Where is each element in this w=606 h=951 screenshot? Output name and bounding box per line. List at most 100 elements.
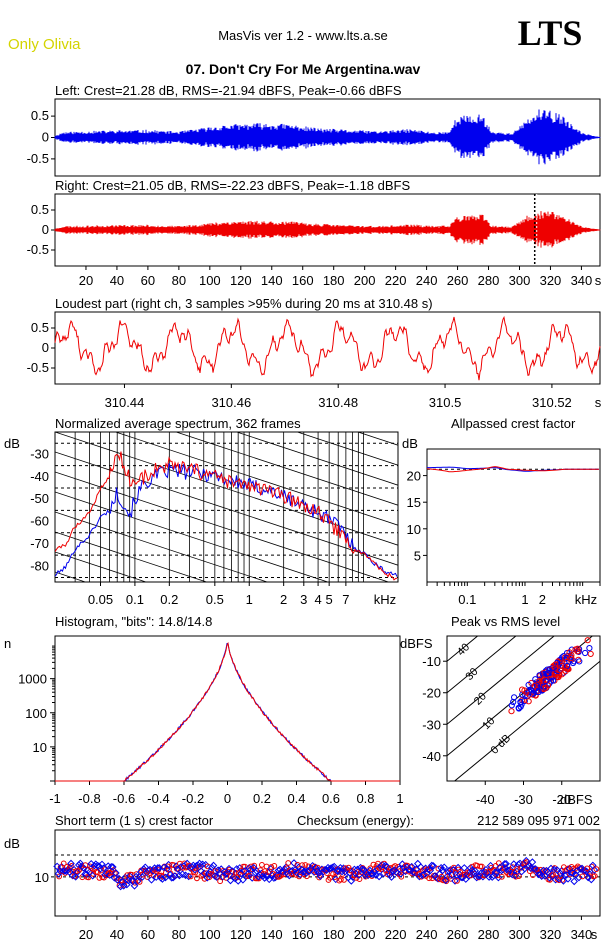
right-waveform-xtick-label: 40 xyxy=(110,273,124,288)
short-term-crest-left-point xyxy=(276,865,284,874)
short-term-crest-left-point xyxy=(502,859,510,868)
spectrum-diagonal xyxy=(55,192,398,305)
app-title: MasVis ver 1.2 - www.lts.a.se xyxy=(218,28,388,43)
peak-vs-rms-point xyxy=(574,648,581,655)
right-waveform-xtick-label: 320 xyxy=(540,273,562,288)
short-term-crest-left-point xyxy=(420,870,428,879)
short-term-crest-left-point xyxy=(200,869,209,878)
short-term-crest-left-point xyxy=(500,860,509,868)
short-term-crest-left-point xyxy=(181,871,190,880)
spectrum-ytick-label: -70 xyxy=(30,536,49,551)
allpassed-crest-ytick-label: 5 xyxy=(414,548,421,563)
short-term-crest-left-point xyxy=(237,869,246,878)
short-term-crest-left-point xyxy=(243,870,252,879)
spectrum-frame xyxy=(54,431,399,583)
allpassed-crest-xtick-label: 2 xyxy=(539,592,546,607)
short-term-crest-xtick-label: 100 xyxy=(199,927,221,942)
histogram-xtick-label: 0.8 xyxy=(356,791,374,806)
allpassed-crest-ytick-label: 20 xyxy=(407,469,421,484)
short-term-crest-xtick-label: 60 xyxy=(141,927,155,942)
short-term-crest-left-point xyxy=(195,859,204,868)
short-term-crest-left-point xyxy=(222,869,230,878)
peak-vs-rms-point xyxy=(526,688,533,696)
allpassed-crest-right-curve xyxy=(426,466,599,473)
right-waveform-xtick-label: 260 xyxy=(447,273,469,288)
short-term-crest-right-point xyxy=(553,870,559,877)
short-term-crest-right-point xyxy=(338,876,344,883)
short-term-crest-left-point xyxy=(509,860,518,868)
histogram-xtick-label: 0.2 xyxy=(253,791,271,806)
short-term-crest-xtick-label: 140 xyxy=(261,927,283,942)
peak-vs-rms-point xyxy=(568,654,575,662)
checksum-label: Checksum (energy): xyxy=(297,813,414,828)
short-term-crest-right-point xyxy=(194,875,200,882)
short-term-crest-left-point xyxy=(369,870,377,879)
loudest-part-xtick-label: 310.48 xyxy=(318,395,358,410)
short-term-crest-left-point xyxy=(451,877,459,885)
short-term-crest-left-point xyxy=(178,870,187,879)
spectrum-diagonal xyxy=(235,432,398,486)
spectrum-xtick-label: 7 xyxy=(342,592,349,607)
peak-vs-rms-point xyxy=(563,658,570,666)
histogram-ylabel: n xyxy=(4,636,11,651)
short-term-crest-right-point xyxy=(303,873,310,880)
short-term-crest-right-point xyxy=(68,863,75,869)
spectrum-diagonal xyxy=(55,432,398,546)
loudest-part-ytick-label: 0.5 xyxy=(31,320,49,335)
peak-vs-rms-crest-label: 10 xyxy=(480,715,497,732)
short-term-crest-ytick-label: 10 xyxy=(35,870,49,885)
peak-vs-rms-point xyxy=(566,649,573,656)
short-term-crest-left-point xyxy=(355,871,363,879)
peak-vs-rms-point xyxy=(510,694,518,701)
right-waveform-xtick-label: 200 xyxy=(354,273,376,288)
peak-rms-title: Peak vs RMS level xyxy=(451,614,560,629)
short-term-crest-xtick-label: 120 xyxy=(230,927,252,942)
short-term-crest-left-point xyxy=(98,860,106,869)
allpassed-crest-ytick-label: 10 xyxy=(407,522,421,537)
right-waveform-xunit: s xyxy=(595,273,602,288)
spectrum-xtick-label: 5 xyxy=(326,592,333,607)
short-term-ylabel: dB xyxy=(4,836,20,851)
spectrum-diagonal xyxy=(114,432,398,526)
peak-vs-rms-points xyxy=(508,637,594,715)
short-term-crest-xtick-label: 160 xyxy=(292,927,314,942)
spectrum-ytick-label: -50 xyxy=(30,491,49,506)
short-term-crest-left-point xyxy=(584,873,593,882)
peak-vs-rms-crest-label: 40 xyxy=(455,641,472,658)
spectrum-diagonal xyxy=(55,652,398,765)
short-term-crest-xtick-label: 180 xyxy=(323,927,345,942)
histogram-frame xyxy=(54,635,401,782)
short-term-crest-right-point xyxy=(299,862,306,869)
short-term-crest-left-point xyxy=(183,859,192,868)
right-waveform-xtick-label: 280 xyxy=(478,273,500,288)
peak-vs-rms-point xyxy=(525,681,532,689)
spectrum-ytick-label: -30 xyxy=(30,446,49,461)
loudest-part-xtick-label: 310.44 xyxy=(105,395,145,410)
short-term-crest-left-point xyxy=(491,868,500,877)
loudest-part-ytick-label: 0 xyxy=(42,340,49,355)
lts-logo: LTS xyxy=(518,13,583,53)
spectrum-diagonal xyxy=(55,672,398,785)
short-term-crest-left-point xyxy=(108,863,117,871)
short-term-crest-left-point xyxy=(438,866,447,875)
right-waveform-xtick-label: 340 xyxy=(571,273,593,288)
peak-vs-rms-xtick-label: -30 xyxy=(514,792,533,807)
short-term-crest-left-point xyxy=(528,858,537,866)
short-term-crest-right-point xyxy=(251,862,258,869)
short-term-crest-left-point xyxy=(570,877,579,886)
short-term-crest-left-point xyxy=(347,877,356,885)
short-term-crest-right-point xyxy=(345,864,352,871)
peak-vs-rms-crest-line xyxy=(453,660,600,781)
histogram-xtick-label: 0 xyxy=(224,791,231,806)
short-term-crest-left-point xyxy=(170,872,179,880)
histogram-xtick-label: 0.4 xyxy=(287,791,305,806)
histogram-ytick-label: 1000 xyxy=(18,672,47,687)
short-term-crest-right-point xyxy=(392,863,399,869)
short-term-crest-right-point xyxy=(341,877,347,883)
short-term-crest-left-point xyxy=(427,861,436,870)
short-term-crest-xtick-label: 80 xyxy=(172,927,186,942)
histogram-left-curve xyxy=(55,643,400,782)
short-term-crest-xtick-label: 320 xyxy=(540,927,562,942)
short-term-crest-xtick-label: 20 xyxy=(79,927,93,942)
